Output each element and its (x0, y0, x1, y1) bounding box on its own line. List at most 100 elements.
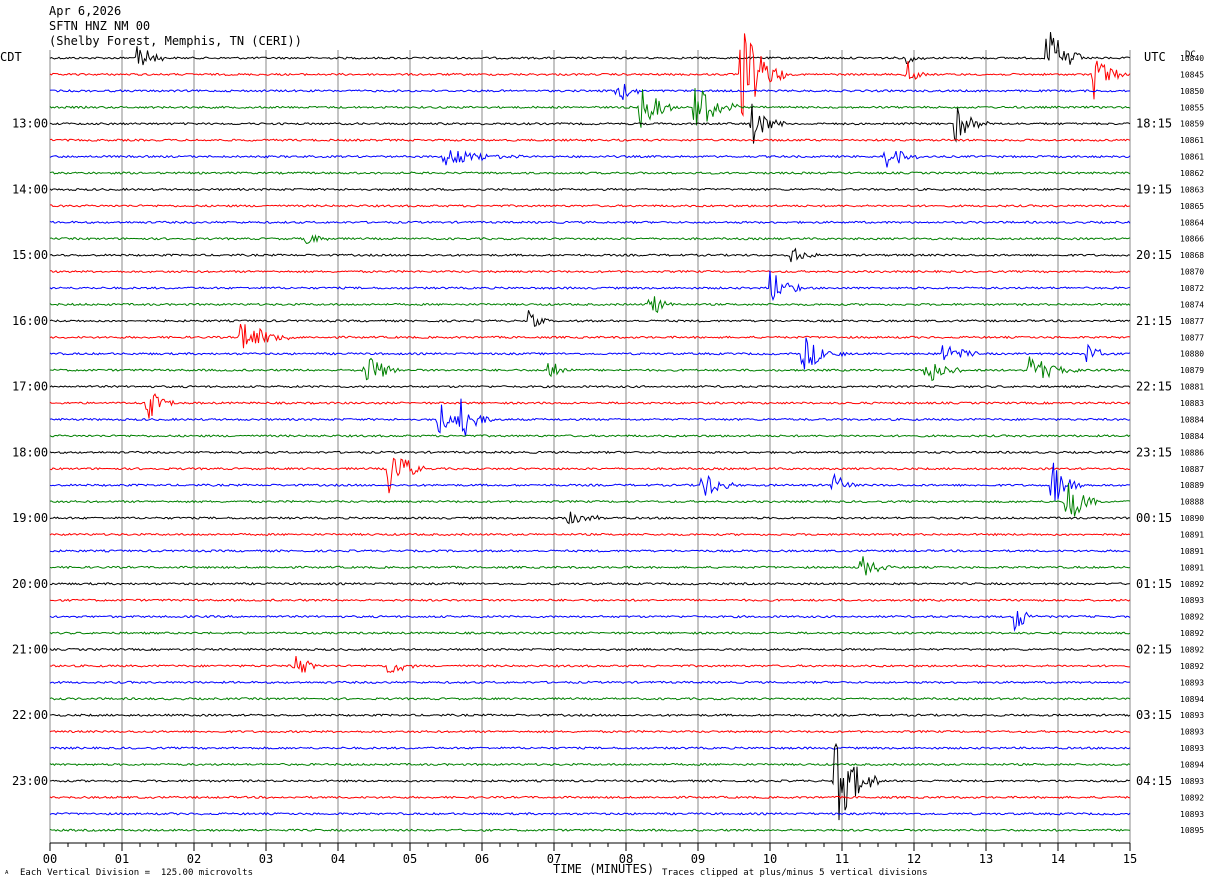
dc-value-label: 10884 (1180, 415, 1204, 424)
dc-value-label: 10893 (1180, 728, 1204, 737)
trace-line-46 (49, 812, 1131, 816)
dc-value-label: 10891 (1180, 530, 1204, 539)
x-tick-label: 02 (187, 852, 201, 866)
dc-value-label: 10866 (1180, 235, 1204, 244)
left-time-label: 19:00 (12, 511, 48, 525)
right-time-label: 23:15 (1136, 445, 1172, 459)
trace-line-25 (49, 457, 1131, 494)
dc-value-label: 10892 (1180, 629, 1204, 638)
x-tick-label: 10 (763, 852, 777, 866)
trace-lines (49, 32, 1131, 832)
dc-header: DC (1185, 50, 1196, 60)
trace-line-32 (49, 582, 1130, 586)
plot-date: Apr 6,2026 (49, 4, 122, 18)
dc-value-label: 10881 (1180, 383, 1204, 392)
left-time-label: 23:00 (12, 774, 48, 788)
trace-line-16 (49, 310, 1131, 327)
dc-value-label: 10892 (1180, 645, 1204, 654)
dc-value-label: 10861 (1180, 153, 1204, 162)
trace-line-15 (49, 296, 1131, 314)
dc-value-label: 10850 (1180, 87, 1204, 96)
trace-line-19 (49, 356, 1131, 382)
trace-line-6 (49, 150, 1131, 168)
trace-line-41 (49, 729, 1131, 734)
left-time-label: 13:00 (12, 117, 48, 131)
trace-line-14 (49, 270, 1131, 302)
left-time-label: 17:00 (12, 380, 48, 394)
right-timezone-label: UTC (1144, 50, 1166, 64)
trace-line-27 (49, 482, 1131, 517)
dc-value-label: 10889 (1180, 481, 1204, 490)
right-time-label: 19:15 (1136, 182, 1172, 196)
dc-value-label: 10868 (1180, 251, 1204, 260)
trace-line-2 (49, 83, 1131, 100)
station-location: (Shelby Forest, Memphis, TN (CERI)) (49, 34, 302, 48)
dc-value-label: 10891 (1180, 563, 1204, 572)
trace-line-5 (49, 138, 1131, 142)
dc-value-label: 10862 (1180, 169, 1204, 178)
dc-value-label: 10861 (1180, 136, 1204, 145)
dc-value-label: 10859 (1180, 120, 1204, 129)
left-timezone-label: CDT (0, 50, 22, 64)
trace-line-4 (49, 103, 1131, 144)
x-tick-label: 09 (691, 852, 705, 866)
dc-value-label: 10884 (1180, 432, 1204, 441)
trace-line-37 (49, 656, 1130, 674)
dc-value-label: 10893 (1180, 810, 1204, 819)
dc-value-label: 10891 (1180, 547, 1204, 556)
scale-note: Each Vertical Division = 125.00 microvol… (20, 868, 253, 878)
trace-line-43 (49, 762, 1131, 767)
trace-line-21 (49, 393, 1131, 419)
dc-value-label: 10893 (1180, 744, 1204, 753)
trace-line-38 (49, 680, 1131, 685)
trace-line-35 (49, 631, 1131, 635)
trace-line-20 (49, 384, 1131, 389)
x-tick-label: 11 (835, 852, 849, 866)
trace-line-47 (49, 828, 1131, 832)
trace-line-13 (50, 269, 1131, 274)
trace-line-18 (49, 337, 1131, 370)
dc-value-label: 10865 (1180, 202, 1204, 211)
dc-value-label: 10893 (1180, 777, 1204, 786)
trace-line-34 (49, 610, 1131, 632)
trace-line-11 (49, 234, 1131, 244)
dc-value-label: 10887 (1180, 465, 1204, 474)
x-tick-label: 13 (979, 852, 993, 866)
left-time-label: 15:00 (12, 248, 48, 262)
right-time-labels: 18:15 19:15 20:15 21:15 22:15 23:15 00:15 01:15… (1136, 117, 1172, 788)
right-time-label: 01:15 (1136, 577, 1172, 591)
x-axis-ticks: 00 01 02 03 04 05 06 07 08 09 10 11 12 13 14 15 (43, 842, 1137, 866)
left-time-label: 21:00 (12, 642, 48, 656)
station-code: SFTN HNZ NM 00 (49, 19, 151, 33)
trace-line-23 (49, 434, 1131, 438)
trace-line-8 (49, 187, 1131, 192)
left-time-label: 22:00 (12, 708, 48, 722)
trace-line-36 (49, 647, 1131, 652)
trace-line-1 (49, 33, 1131, 117)
dc-value-label: 10892 (1180, 662, 1204, 671)
trace-line-33 (49, 598, 1131, 602)
trace-line-42 (49, 746, 1131, 750)
right-time-label: 02:15 (1136, 642, 1172, 656)
dc-value-label: 10892 (1180, 613, 1204, 622)
x-tick-label: 06 (475, 852, 489, 866)
dc-value-label: 10880 (1180, 350, 1204, 359)
dc-value-label: 10888 (1180, 498, 1204, 507)
corner-mark: ᴬ (4, 870, 10, 880)
trace-line-24 (49, 450, 1131, 455)
dc-value-label: 10893 (1180, 678, 1204, 687)
dc-value-label: 10894 (1180, 695, 1204, 704)
dc-value-label: 10872 (1180, 284, 1204, 293)
dc-value-label: 10863 (1180, 185, 1204, 194)
dc-value-label: 10886 (1180, 448, 1204, 457)
trace-line-40 (49, 713, 1131, 717)
dc-value-label: 10892 (1180, 580, 1204, 589)
trace-line-44 (49, 742, 1131, 821)
dc-value-label: 10864 (1180, 218, 1204, 227)
x-tick-label: 04 (331, 852, 345, 866)
trace-line-0 (49, 32, 1131, 66)
dc-values: 10840 10845 10850 10855 10859 10861 10861 10862… (1180, 54, 1204, 835)
x-tick-label: 08 (619, 852, 633, 866)
trace-line-45 (49, 795, 1131, 800)
